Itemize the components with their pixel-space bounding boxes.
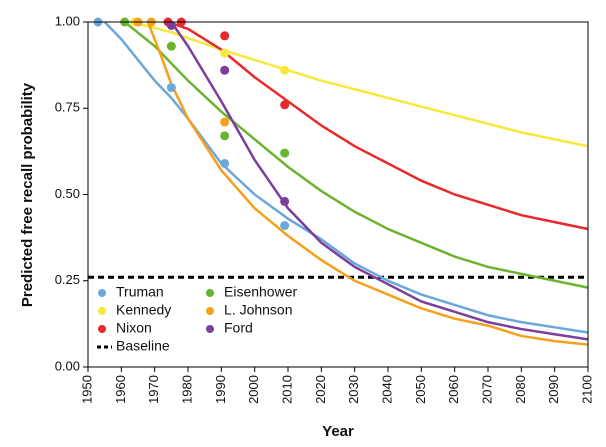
data-point bbox=[280, 148, 290, 158]
x-tick-label: 1980 bbox=[179, 375, 194, 404]
curve bbox=[103, 21, 589, 334]
legend-label: Eisenhower bbox=[224, 284, 297, 300]
x-tick-label: 2010 bbox=[279, 375, 294, 404]
legend-marker bbox=[206, 307, 214, 315]
legend-label: Nixon bbox=[116, 320, 152, 336]
legend-marker bbox=[206, 325, 214, 333]
data-point bbox=[280, 65, 290, 75]
y-tick-label: 0.25 bbox=[55, 272, 80, 287]
legend-marker bbox=[98, 325, 106, 333]
legend-marker bbox=[98, 307, 106, 315]
legend-marker bbox=[98, 289, 106, 297]
y-tick-label: 0.00 bbox=[55, 358, 80, 373]
data-point bbox=[220, 48, 230, 58]
x-tick-label: 1990 bbox=[213, 375, 228, 404]
x-tick-label: 2070 bbox=[479, 375, 494, 404]
data-point bbox=[166, 83, 176, 93]
x-tick-label: 1970 bbox=[146, 375, 161, 404]
legend-label: Ford bbox=[224, 320, 253, 336]
y-tick-label: 0.50 bbox=[55, 186, 80, 201]
legend-label: L. Johnson bbox=[224, 302, 293, 318]
x-tick-label: 2080 bbox=[513, 375, 528, 404]
curve bbox=[131, 20, 589, 148]
data-point bbox=[166, 20, 176, 30]
x-tick-label: 1960 bbox=[113, 375, 128, 404]
x-tick-label: 2030 bbox=[346, 375, 361, 404]
data-point bbox=[220, 158, 230, 168]
x-tick-label: 2000 bbox=[246, 375, 261, 404]
legend-label: Kennedy bbox=[116, 302, 171, 318]
x-tick-label: 2060 bbox=[446, 375, 461, 404]
data-point bbox=[166, 41, 176, 51]
legend-label: Truman bbox=[116, 284, 164, 300]
y-axis-title: Predicted free recall probability bbox=[19, 82, 36, 307]
legend-label: Baseline bbox=[116, 338, 170, 354]
y-tick-label: 1.00 bbox=[55, 13, 80, 28]
x-tick-label: 2050 bbox=[413, 375, 428, 404]
y-tick-label: 0.75 bbox=[55, 100, 80, 115]
x-tick-label: 2020 bbox=[313, 375, 328, 404]
legend-marker bbox=[206, 289, 214, 297]
curve bbox=[170, 21, 589, 341]
curve bbox=[146, 21, 589, 346]
x-tick-label: 2090 bbox=[546, 375, 561, 404]
data-point bbox=[220, 65, 230, 75]
plot-frame bbox=[87, 21, 589, 368]
data-point bbox=[220, 31, 230, 41]
data-point bbox=[220, 131, 230, 141]
x-tick-label: 2100 bbox=[579, 375, 594, 404]
x-axis-title: Year bbox=[322, 423, 354, 440]
data-point bbox=[280, 196, 290, 206]
data-point bbox=[220, 117, 230, 127]
x-tick-label: 2040 bbox=[379, 375, 394, 404]
data-point bbox=[280, 221, 290, 231]
data-point bbox=[280, 100, 290, 110]
x-tick-label: 1950 bbox=[79, 375, 94, 404]
curve bbox=[123, 21, 589, 289]
